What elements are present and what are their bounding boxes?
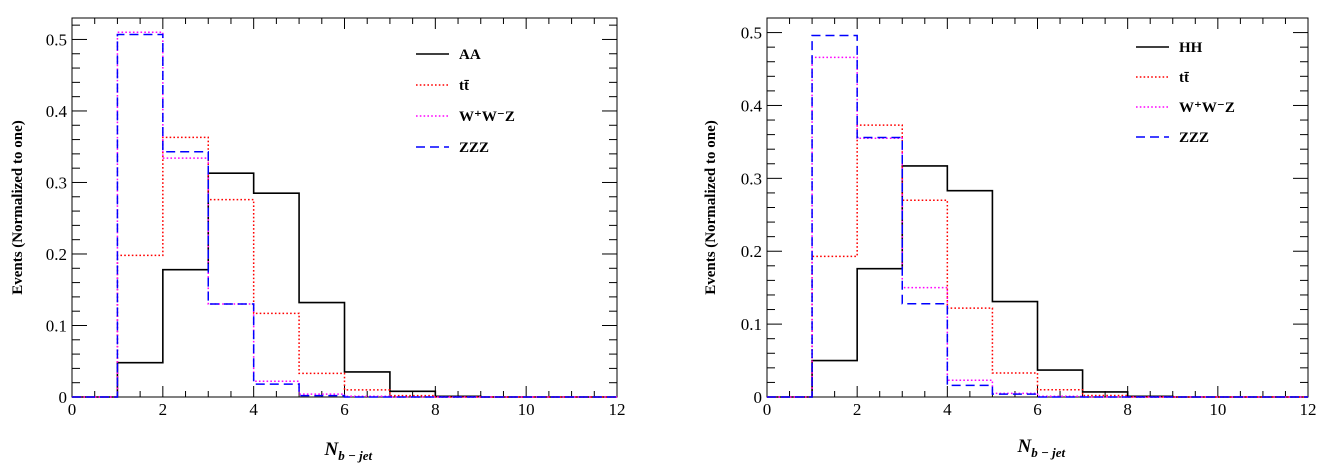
x-tick-label: 6 <box>340 400 349 419</box>
chart-right: 0 2 4 6 8 10 12 0 0.1 0.2 0.3 0.4 0.5 Events (Normali… <box>703 17 1317 460</box>
x-tick-label: 0 <box>68 400 77 419</box>
legend-label: tt̄ <box>1179 70 1190 86</box>
y-axis-label: Events (Normalized to one) <box>10 120 26 295</box>
x-tick-label: 6 <box>1033 400 1042 419</box>
x-tick-label: 0 <box>763 400 772 419</box>
x-axis-label: Nb − jet <box>1017 436 1066 460</box>
x-tick-label: 12 <box>1300 400 1317 419</box>
x-tick-label: 8 <box>1123 400 1132 419</box>
x-tick-label: 8 <box>431 400 440 419</box>
x-tick-label: 2 <box>853 400 862 419</box>
y-tick-label: 0.2 <box>46 245 67 264</box>
x-tick-label: 10 <box>518 400 535 419</box>
histogram-zzz-series <box>767 34 1308 398</box>
x-tick-label: 2 <box>159 400 168 419</box>
histogram-aa-series <box>72 172 617 398</box>
legend-label: W⁺W⁻Z <box>1179 100 1235 116</box>
x-axis-label-sub: b − jet <box>1031 445 1065 460</box>
x-tick-label: 10 <box>1209 400 1226 419</box>
histogram-tt-series <box>72 136 617 398</box>
y-tick-label: 0.4 <box>46 102 68 121</box>
x-axis-label: Nb − jet <box>324 439 373 463</box>
x-tick-label: 4 <box>943 400 952 419</box>
x-axis-label-main: N <box>1017 436 1033 457</box>
histogram-zzz-series <box>72 33 617 398</box>
y-tick-label: 0.3 <box>741 169 762 188</box>
x-axis-label-main: N <box>324 439 340 460</box>
y-tick-label: 0.1 <box>46 316 67 335</box>
y-tick-label: 0.1 <box>741 315 762 334</box>
x-tick-label: 4 <box>249 400 258 419</box>
legend-label: ZZZ <box>459 140 489 156</box>
y-tick-label: 0.5 <box>741 24 762 43</box>
y-axis-label: Events (Normalized to one) <box>703 120 719 295</box>
histogram-hh-series <box>767 165 1308 398</box>
legend-label: W⁺W⁻Z <box>459 109 515 125</box>
y-tick-label: 0.3 <box>46 173 67 192</box>
chart-left: 0 2 4 6 8 10 12 0 0.1 0.2 0.3 0.4 0.5 Events (Normali… <box>10 17 626 463</box>
y-tick-label: 0.4 <box>741 96 763 115</box>
legend-label: tt̄ <box>459 78 470 94</box>
y-tick-label: 0.5 <box>46 30 67 49</box>
histogram-tt-series <box>767 124 1308 398</box>
y-tick-label: 0 <box>754 388 763 407</box>
x-tick-label: 12 <box>609 400 626 419</box>
y-tick-label: 0 <box>59 388 68 407</box>
y-tick-label: 0.2 <box>741 242 762 261</box>
x-axis-label-sub: b − jet <box>338 448 372 463</box>
legend-label: AA <box>459 47 481 63</box>
legend-label: ZZZ <box>1179 130 1209 146</box>
legend-label: HH <box>1179 40 1203 56</box>
